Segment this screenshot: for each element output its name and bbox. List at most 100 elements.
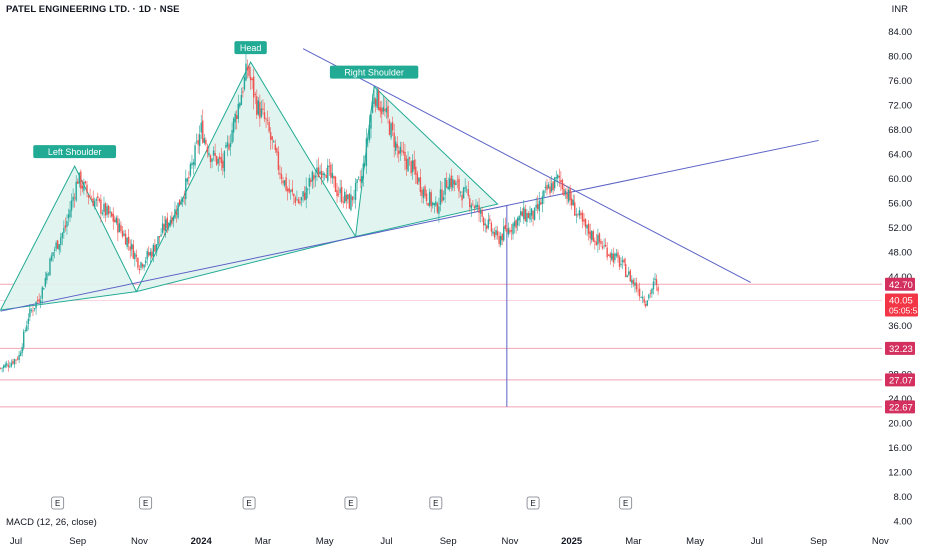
candle-body — [484, 223, 486, 226]
candle-body — [12, 361, 14, 364]
pattern-label: Head — [234, 41, 267, 55]
candle-body — [268, 121, 270, 132]
candle-body — [92, 198, 94, 206]
earnings-marker-box — [139, 496, 153, 510]
candle-body — [567, 189, 570, 202]
candle-body — [479, 209, 482, 214]
candle-body — [646, 300, 648, 306]
candle-body — [651, 288, 653, 294]
candle-body — [442, 197, 445, 200]
candle-body — [50, 255, 53, 261]
candle-body — [580, 213, 582, 216]
candle-body — [421, 189, 423, 196]
candle-body — [174, 209, 176, 219]
candle-body — [648, 294, 650, 299]
candle-body — [492, 231, 494, 234]
candle-body — [543, 190, 545, 198]
candle-body — [191, 162, 193, 166]
candle-body — [46, 273, 48, 281]
candle-body — [507, 228, 510, 235]
candle-body — [237, 103, 239, 119]
candle-body — [6, 363, 8, 366]
pattern-label-box — [329, 65, 419, 79]
candle-body — [601, 246, 604, 249]
candle-body — [317, 167, 320, 178]
candle-body — [367, 137, 369, 139]
candle-body — [285, 177, 287, 191]
candle-body — [274, 144, 277, 150]
x-tick-label: Jul — [10, 536, 22, 547]
candle-body — [225, 144, 227, 148]
candle-body — [581, 212, 584, 222]
candle-body — [390, 123, 392, 138]
candle-body — [158, 236, 161, 238]
candle-body — [345, 194, 348, 202]
candle-body — [398, 150, 400, 155]
candle-body — [101, 212, 104, 215]
candle-body — [608, 255, 610, 256]
candle-body — [354, 182, 357, 201]
candle-body — [178, 199, 181, 205]
candle-body — [320, 170, 323, 179]
candle-body — [393, 132, 395, 148]
candle-body — [563, 188, 565, 196]
candle-body — [194, 145, 196, 166]
earnings-marker-text: E — [530, 499, 535, 508]
candle-body — [657, 287, 659, 292]
candle-body — [311, 171, 314, 182]
candle-body — [70, 200, 73, 211]
candle-body — [172, 217, 175, 222]
candle-body — [371, 101, 374, 113]
candle-body — [560, 180, 562, 182]
candle-body — [422, 189, 425, 199]
candle-body — [246, 66, 249, 71]
candle-body — [141, 263, 144, 267]
candle-body — [330, 164, 332, 178]
candle-body — [259, 101, 261, 119]
candle-body — [248, 66, 250, 76]
candle-body — [504, 224, 506, 229]
candle-body — [67, 214, 70, 219]
candle-body — [157, 236, 159, 246]
pattern-label-box — [33, 145, 117, 159]
candle-body — [453, 180, 456, 185]
candle-body — [198, 134, 201, 147]
candle-body — [324, 173, 326, 176]
candle-body — [623, 259, 625, 263]
candle-body — [53, 249, 56, 251]
candle-body — [603, 245, 605, 247]
candle-body — [109, 211, 111, 213]
candle-body — [215, 156, 218, 165]
macd-indicator-label[interactable]: MACD (12, 26, close) — [6, 517, 97, 528]
candle-body — [401, 150, 403, 152]
candle-body — [97, 196, 99, 199]
candle-body — [183, 197, 185, 199]
candle-body — [555, 176, 557, 179]
candle-body — [624, 264, 627, 278]
candle-body — [655, 279, 658, 286]
candle-body — [617, 252, 619, 258]
candle-body — [2, 365, 5, 369]
candle-body — [408, 156, 411, 160]
candle-body — [126, 237, 128, 247]
candle-body — [376, 88, 378, 108]
x-tick-label: Sep — [440, 536, 457, 547]
candle-body — [41, 287, 43, 299]
candle-body — [336, 190, 338, 197]
candle-body — [530, 208, 533, 216]
candle-body — [273, 141, 275, 143]
candle-body — [523, 207, 525, 220]
candle-body — [452, 178, 454, 189]
candle-body — [180, 202, 182, 205]
candle-body — [202, 120, 204, 143]
level-tag-box — [885, 277, 915, 291]
candle-body — [121, 230, 124, 237]
candle-body — [308, 178, 310, 187]
candle-body — [114, 219, 116, 222]
candle-body — [470, 205, 473, 209]
candle-body — [310, 179, 312, 183]
candle-body — [134, 253, 136, 260]
candle-body — [112, 213, 114, 222]
